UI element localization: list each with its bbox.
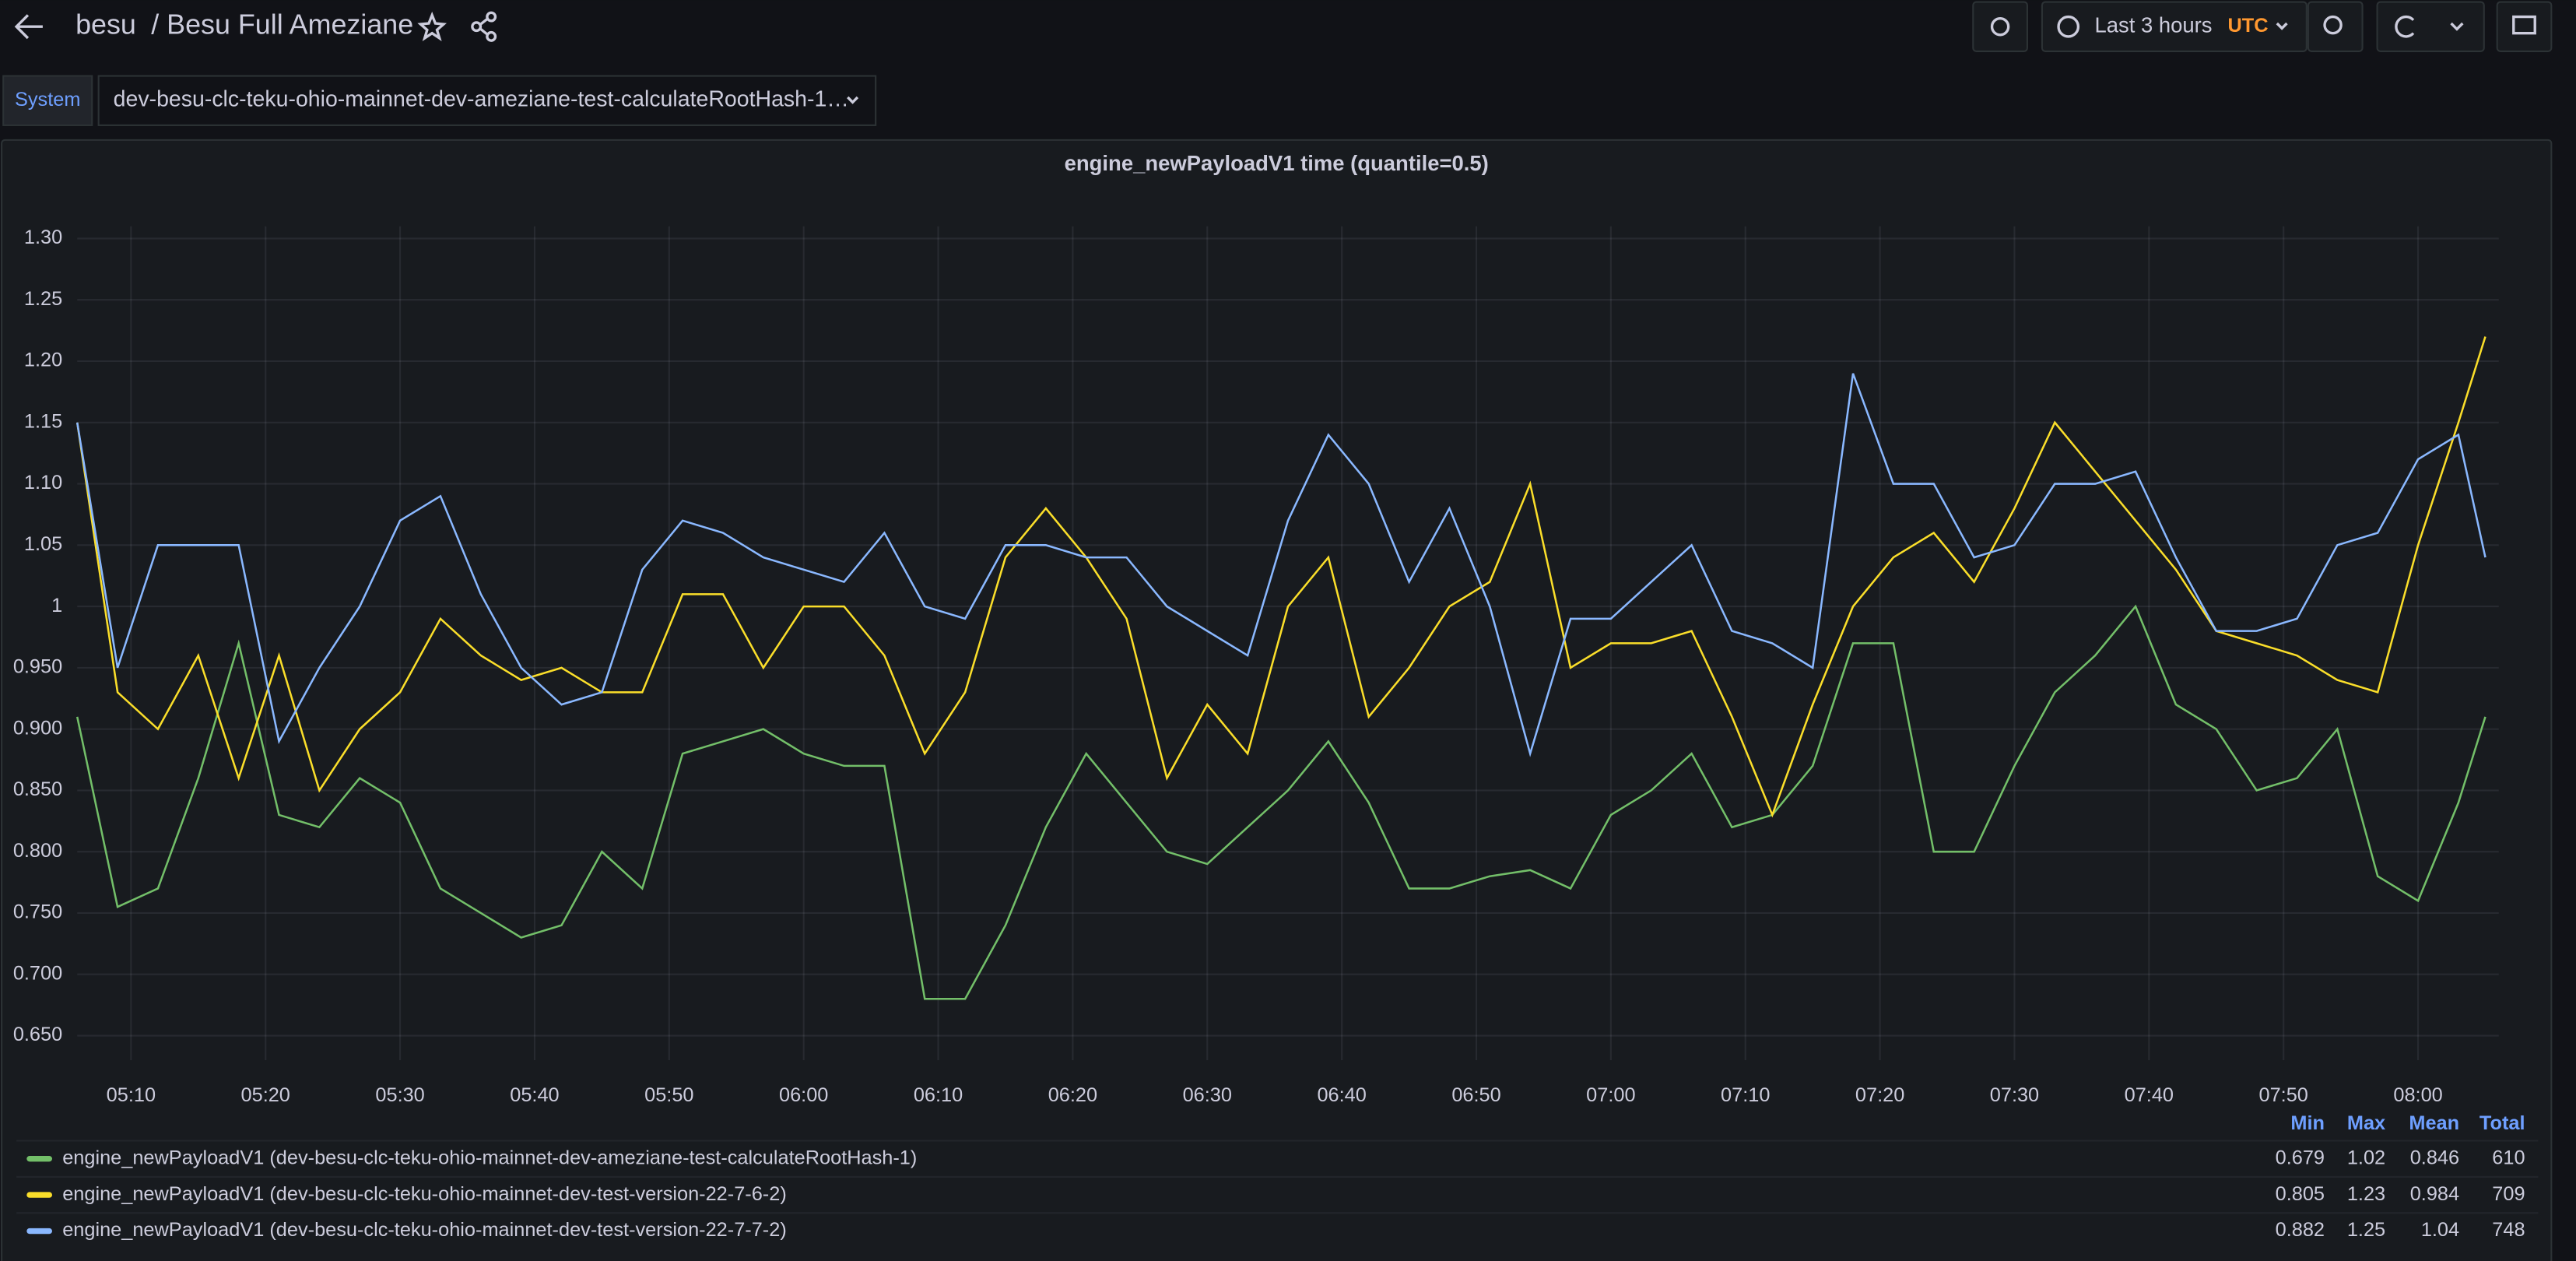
y-tick-label: 0.950 [13, 656, 62, 678]
x-tick-label: 06:00 [779, 1084, 828, 1106]
x-tick-label: 05:30 [375, 1084, 424, 1106]
zoom-out-button[interactable] [2307, 1, 2364, 52]
series-line [75, 336, 2487, 818]
y-tick-label: 0.900 [13, 717, 62, 739]
legend-stat: 0.984 [2410, 1183, 2459, 1205]
legend-stat: 0.679 [2276, 1147, 2325, 1168]
x-tick-label: 08:00 [2393, 1084, 2442, 1106]
legend-stat: 748 [2492, 1219, 2525, 1241]
tv-icon [2512, 15, 2536, 35]
legend-stat: 0.805 [2276, 1183, 2325, 1205]
y-tick-label: 1.25 [24, 288, 62, 310]
legend-stat: 1.25 [2347, 1219, 2385, 1241]
settings-button[interactable] [1972, 1, 2028, 52]
legend-stat: 1.04 [2421, 1219, 2459, 1241]
x-tick-label: 07:30 [1990, 1084, 2039, 1106]
clock-icon [2057, 15, 2080, 38]
refresh-button[interactable] [2376, 1, 2485, 52]
legend-column-header: Min [2290, 1112, 2325, 1134]
legend-label: engine_newPayloadV1 (dev-besu-clc-teku-o… [62, 1147, 917, 1168]
y-tick-label: 0.800 [13, 840, 62, 862]
y-tick-label: 1.10 [24, 472, 62, 494]
x-tick-label: 07:10 [1721, 1084, 1770, 1106]
x-tick-label: 05:10 [107, 1084, 156, 1106]
settings-icon [1990, 16, 2010, 37]
variable-value: dev-besu-clc-teku-ohio-mainnet-dev-amezi… [114, 87, 849, 112]
star-button[interactable] [417, 11, 447, 42]
y-tick-label: 1.20 [24, 349, 62, 371]
x-tick-label: 07:50 [2259, 1084, 2308, 1106]
y-tick-label: 0.650 [13, 1024, 62, 1045]
timezone: UTC [2227, 15, 2268, 37]
legend-stat: 610 [2492, 1147, 2525, 1168]
variable-dropdown[interactable] [97, 75, 877, 126]
share-button[interactable] [471, 11, 497, 42]
dashboard-title: / Besu Full Ameziane [151, 9, 413, 40]
variable-label-box [2, 75, 93, 126]
x-tick-label: 06:30 [1183, 1084, 1232, 1106]
y-tick-label: 1.05 [24, 533, 62, 555]
y-tick-label: 0.850 [13, 778, 62, 800]
legend-stat: 0.882 [2276, 1219, 2325, 1241]
dropdown-chevron [847, 96, 859, 104]
tv-mode-button[interactable] [2496, 1, 2553, 52]
folder-link[interactable]: besu [75, 9, 136, 40]
back-button[interactable] [14, 14, 43, 40]
y-tick-label: 0.700 [13, 962, 62, 984]
legend-stat: 709 [2492, 1183, 2525, 1205]
x-tick-label: 05:50 [644, 1084, 693, 1106]
y-tick-label: 1 [51, 595, 62, 616]
x-tick-label: 05:40 [510, 1084, 559, 1106]
x-tick-label: 07:00 [1586, 1084, 1635, 1106]
y-tick-label: 1.15 [24, 410, 62, 432]
legend-label: engine_newPayloadV1 (dev-besu-clc-teku-o… [62, 1219, 787, 1241]
x-tick-label: 06:20 [1048, 1084, 1097, 1106]
legend-column-header: Max [2347, 1112, 2385, 1134]
x-tick-label: 06:10 [914, 1084, 963, 1106]
refresh-chevron[interactable] [2450, 22, 2464, 31]
refresh-icon [2395, 15, 2415, 38]
zoom-icon [2323, 15, 2343, 35]
legend-column-header: Total [2479, 1112, 2525, 1134]
x-tick-label: 07:40 [2125, 1084, 2174, 1106]
panel [1, 139, 2553, 1261]
legend-stat: 0.846 [2410, 1147, 2459, 1168]
y-tick-label: 0.750 [13, 901, 62, 923]
y-tick-label: 1.30 [24, 227, 62, 248]
legend-stat: 1.23 [2347, 1183, 2385, 1205]
panel-title: engine_newPayloadV1 time (quantile=0.5) [1065, 151, 1489, 175]
x-tick-label: 07:20 [1855, 1084, 1904, 1106]
x-tick-label: 06:50 [1451, 1084, 1500, 1106]
x-tick-label: 06:40 [1317, 1084, 1366, 1106]
legend-stat: 1.02 [2347, 1147, 2385, 1168]
x-tick-label: 05:20 [241, 1084, 290, 1106]
legend-label: engine_newPayloadV1 (dev-besu-clc-teku-o… [62, 1183, 787, 1205]
series-line [75, 604, 2487, 1000]
chevron [2276, 22, 2288, 30]
time-range: Last 3 hours [2094, 12, 2212, 37]
series-line [75, 373, 2487, 757]
variable-label: System [15, 89, 80, 111]
time-picker[interactable] [2041, 1, 2308, 52]
legend-column-header: Mean [2409, 1112, 2459, 1134]
